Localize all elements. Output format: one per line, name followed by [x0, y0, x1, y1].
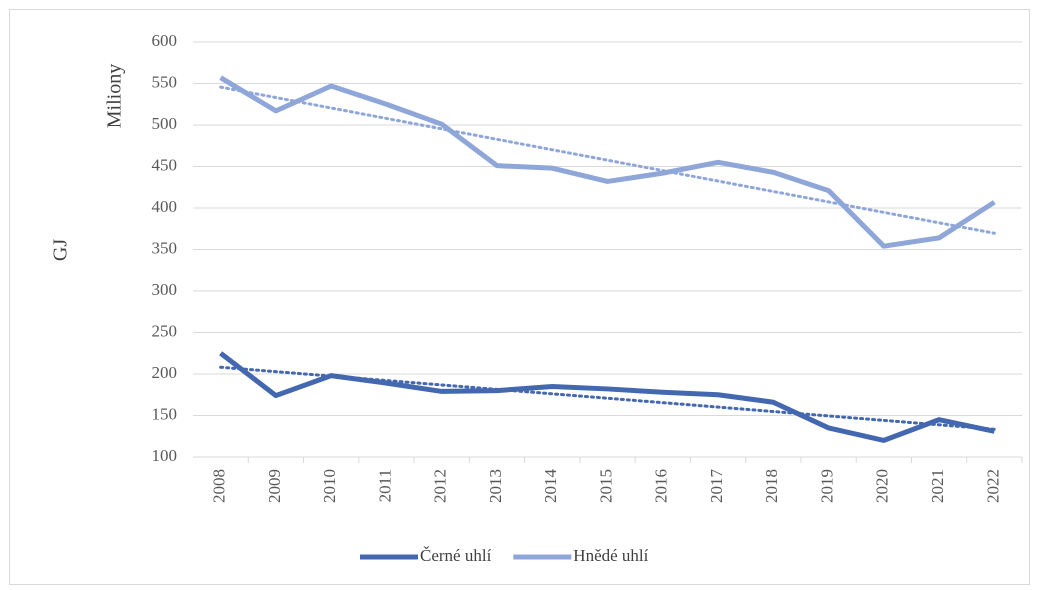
x-tick-label: 2017 — [707, 469, 726, 504]
x-tick-label: 2008 — [210, 469, 229, 503]
x-tick-label: 2012 — [431, 469, 450, 503]
x-tick-label: 2019 — [817, 469, 836, 503]
y-tick-label: 600 — [152, 31, 178, 50]
y-tick-label: 350 — [152, 238, 178, 257]
x-tick-label: 2013 — [486, 469, 505, 503]
y-tick-label: 300 — [152, 280, 178, 299]
x-tick-label: 2014 — [541, 469, 560, 504]
y-tick-label: 550 — [152, 72, 178, 91]
y-tick-label: 450 — [152, 155, 178, 174]
x-tick-label: 2009 — [265, 469, 284, 503]
y-axis-title: GJ — [50, 239, 72, 261]
legend-label: Hnědé uhlí — [573, 546, 648, 565]
y-tick-label: 400 — [152, 197, 178, 216]
x-tick-label: 2021 — [928, 469, 947, 503]
x-tick-label: 2022 — [983, 469, 1002, 503]
x-tick-label: 2015 — [596, 469, 615, 503]
y-tick-label: 250 — [152, 321, 178, 340]
legend-label: Černé uhlí — [420, 546, 492, 565]
x-tick-label: 2010 — [320, 469, 339, 503]
y-unit-label: Miliony — [104, 64, 126, 128]
chart-border — [9, 9, 1030, 585]
y-tick-label: 100 — [152, 446, 178, 465]
x-tick-label: 2020 — [873, 469, 892, 503]
series-line — [219, 351, 995, 443]
y-tick-label: 500 — [152, 114, 178, 133]
x-tick-label: 2016 — [652, 469, 671, 503]
series-line — [219, 75, 996, 249]
x-tick-label: 2018 — [762, 469, 781, 503]
trendline — [219, 85, 996, 235]
y-tick-label: 200 — [152, 363, 178, 382]
y-tick-label: 150 — [152, 404, 178, 423]
x-tick-label: 2011 — [375, 469, 394, 502]
